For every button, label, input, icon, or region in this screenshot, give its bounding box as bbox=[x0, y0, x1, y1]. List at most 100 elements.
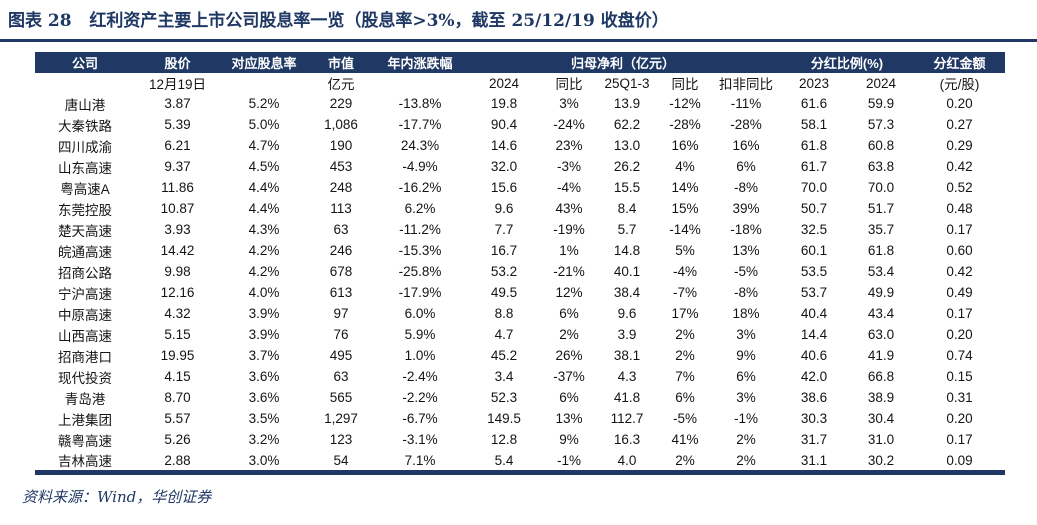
value-cell: 41.9 bbox=[848, 345, 915, 366]
group-header-dividend-yield: 对应股息率 bbox=[220, 52, 308, 73]
value-cell: 2% bbox=[542, 324, 596, 345]
sub-header-cell: 12月19日 bbox=[135, 73, 220, 93]
value-cell: 13% bbox=[542, 408, 596, 429]
value-cell: 30.2 bbox=[848, 450, 915, 473]
sub-header-cell: 2024 bbox=[848, 73, 915, 93]
company-name-cell: 大秦铁路 bbox=[35, 114, 135, 135]
value-cell: 15.5 bbox=[596, 177, 658, 198]
value-cell: 26.2 bbox=[596, 156, 658, 177]
sub-header-cell bbox=[220, 73, 308, 93]
value-cell: 2.88 bbox=[135, 450, 220, 473]
group-header-payout-ratio: 分红比例(%) bbox=[780, 52, 915, 73]
value-cell: 70.0 bbox=[780, 177, 849, 198]
value-cell: 97 bbox=[308, 303, 374, 324]
value-cell: -19% bbox=[542, 219, 596, 240]
value-cell: 61.8 bbox=[780, 135, 849, 156]
value-cell: -14% bbox=[658, 219, 712, 240]
value-cell: -15.3% bbox=[374, 240, 466, 261]
sub-header-cell bbox=[35, 73, 135, 93]
dividend-table: 公司 股价 对应股息率 市值 年内涨跌幅 归母净利（亿元） 分红比例(%) 分红金额 12月1… bbox=[35, 52, 1006, 475]
value-cell: 16.7 bbox=[466, 240, 542, 261]
value-cell: 13% bbox=[712, 240, 781, 261]
value-cell: -21% bbox=[542, 261, 596, 282]
value-cell: 10.87 bbox=[135, 198, 220, 219]
value-cell: 49.9 bbox=[848, 282, 915, 303]
value-cell: -3% bbox=[542, 156, 596, 177]
company-name-cell: 现代投资 bbox=[35, 366, 135, 387]
value-cell: 5% bbox=[658, 240, 712, 261]
value-cell: -12% bbox=[658, 93, 712, 114]
value-cell: 4.3% bbox=[220, 219, 308, 240]
company-name-cell: 招商公路 bbox=[35, 261, 135, 282]
value-cell: 453 bbox=[308, 156, 374, 177]
value-cell: 49.5 bbox=[466, 282, 542, 303]
sub-header-cell: 2023 bbox=[780, 73, 849, 93]
value-cell: 6% bbox=[542, 303, 596, 324]
group-header-ytd-change: 年内涨跌幅 bbox=[374, 52, 466, 73]
value-cell: 9.98 bbox=[135, 261, 220, 282]
table-row: 宁沪高速 12.16 4.0% 613 -17.9% 49.5 12% 38.4 -7% -8% 5… bbox=[35, 282, 1006, 303]
group-header-dividend-per-share: 分红金额 bbox=[914, 52, 1006, 73]
sub-header-cell: (元/股) bbox=[914, 73, 1006, 93]
value-cell: 4% bbox=[658, 156, 712, 177]
value-cell: 14.42 bbox=[135, 240, 220, 261]
value-cell: 14% bbox=[658, 177, 712, 198]
value-cell: 0.74 bbox=[914, 345, 1006, 366]
value-cell: 58.1 bbox=[780, 114, 849, 135]
company-name-cell: 山东高速 bbox=[35, 156, 135, 177]
value-cell: 12% bbox=[542, 282, 596, 303]
table-row: 粤高速A 11.86 4.4% 248 -16.2% 15.6 -4% 15.5 14% -8% 7… bbox=[35, 177, 1006, 198]
value-cell: 43.4 bbox=[848, 303, 915, 324]
value-cell: 7.7 bbox=[466, 219, 542, 240]
value-cell: 23% bbox=[542, 135, 596, 156]
value-cell: 3.9 bbox=[596, 324, 658, 345]
value-cell: -3.1% bbox=[374, 429, 466, 450]
value-cell: 0.17 bbox=[914, 429, 1006, 450]
value-cell: 53.7 bbox=[780, 282, 849, 303]
value-cell: 2% bbox=[658, 324, 712, 345]
value-cell: -11.2% bbox=[374, 219, 466, 240]
value-cell: 0.49 bbox=[914, 282, 1006, 303]
value-cell: 4.4% bbox=[220, 198, 308, 219]
value-cell: 14.8 bbox=[596, 240, 658, 261]
value-cell: 0.20 bbox=[914, 324, 1006, 345]
value-cell: 63 bbox=[308, 219, 374, 240]
company-name-cell: 楚天高速 bbox=[35, 219, 135, 240]
value-cell: 19.95 bbox=[135, 345, 220, 366]
value-cell: 3% bbox=[542, 93, 596, 114]
value-cell: 13.0 bbox=[596, 135, 658, 156]
table-row: 山东高速 9.37 4.5% 453 -4.9% 32.0 -3% 26.2 4% 6% 61.7 6… bbox=[35, 156, 1006, 177]
value-cell: 9.6 bbox=[466, 198, 542, 219]
value-cell: 4.7 bbox=[466, 324, 542, 345]
table-row: 东莞控股 10.87 4.4% 113 6.2% 9.6 43% 8.4 15% 39% 50.7 5… bbox=[35, 198, 1006, 219]
value-cell: 8.70 bbox=[135, 387, 220, 408]
value-cell: 6% bbox=[712, 156, 781, 177]
value-cell: 0.17 bbox=[914, 303, 1006, 324]
value-cell: 45.2 bbox=[466, 345, 542, 366]
value-cell: 5.0% bbox=[220, 114, 308, 135]
value-cell: 678 bbox=[308, 261, 374, 282]
value-cell: 0.42 bbox=[914, 156, 1006, 177]
value-cell: 51.7 bbox=[848, 198, 915, 219]
value-cell: 4.0% bbox=[220, 282, 308, 303]
value-cell: 0.15 bbox=[914, 366, 1006, 387]
value-cell: 1.0% bbox=[374, 345, 466, 366]
value-cell: 9.6 bbox=[596, 303, 658, 324]
value-cell: 61.6 bbox=[780, 93, 849, 114]
value-cell: 38.4 bbox=[596, 282, 658, 303]
value-cell: 0.52 bbox=[914, 177, 1006, 198]
value-cell: 17% bbox=[658, 303, 712, 324]
value-cell: 52.3 bbox=[466, 387, 542, 408]
value-cell: -17.9% bbox=[374, 282, 466, 303]
value-cell: 2% bbox=[712, 450, 781, 473]
value-cell: -24% bbox=[542, 114, 596, 135]
value-cell: 76 bbox=[308, 324, 374, 345]
company-name-cell: 四川成渝 bbox=[35, 135, 135, 156]
value-cell: 3.9% bbox=[220, 324, 308, 345]
table-row: 现代投资 4.15 3.6% 63 -2.4% 3.4 -37% 4.3 7% 6% 42.0 66.… bbox=[35, 366, 1006, 387]
value-cell: 38.1 bbox=[596, 345, 658, 366]
value-cell: 248 bbox=[308, 177, 374, 198]
value-cell: 63.8 bbox=[848, 156, 915, 177]
value-cell: 12.8 bbox=[466, 429, 542, 450]
value-cell: 7.1% bbox=[374, 450, 466, 473]
